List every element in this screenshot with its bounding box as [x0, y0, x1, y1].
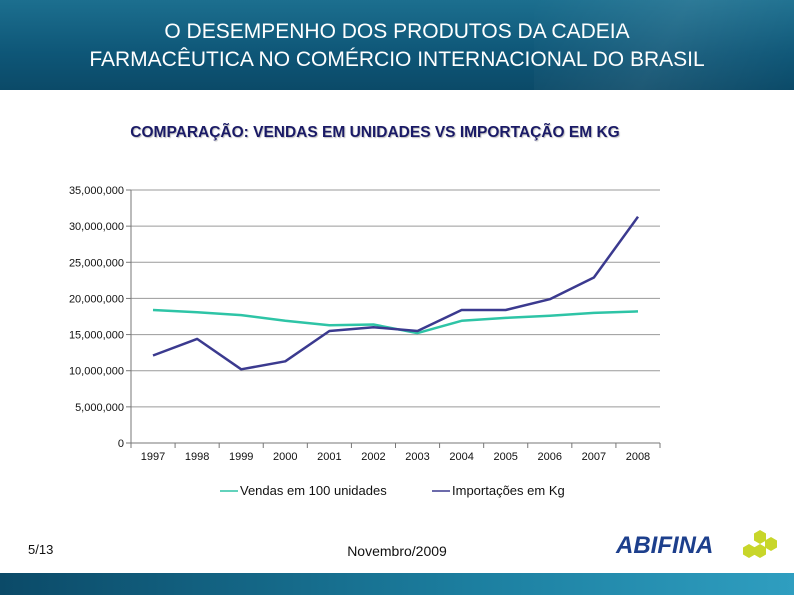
- logo-wordmark: ABIFINA: [616, 532, 714, 559]
- slide-title: O DESEMPENHO DOS PRODUTOS DA CADEIA FARM…: [0, 18, 794, 74]
- x-tick-label: 1998: [185, 451, 209, 463]
- chart-series-lines: [152, 215, 640, 371]
- chart-title: COMPARAÇÃO: VENDAS EM UNIDADES VS IMPORT…: [130, 124, 620, 141]
- x-tick-label: 2001: [317, 451, 341, 463]
- x-tick-label: 1997: [141, 451, 165, 463]
- x-tick-label: 2002: [361, 451, 385, 463]
- y-tick-label: 25,000,000: [69, 257, 124, 269]
- x-tick-label: 2003: [405, 451, 429, 463]
- chart-axes: [126, 189, 661, 448]
- series-line-importacoes: [152, 215, 640, 371]
- slide-title-line-2: FARMACÊUTICA NO COMÉRCIO INTERNACIONAL D…: [89, 48, 705, 71]
- x-tick-label: 2006: [538, 451, 562, 463]
- slide-title-line-1: O DESEMPENHO DOS PRODUTOS DA CADEIA: [164, 20, 630, 43]
- page-number: 5/13: [28, 542, 54, 557]
- y-tick-label: 15,000,000: [69, 330, 124, 342]
- x-axis-tick-labels: 1997 1998 1999 2000 2001 2002 2003 2004 2005 2006…: [141, 451, 650, 463]
- x-tick-label: 2004: [449, 451, 473, 463]
- y-tick-label: 0: [118, 438, 124, 450]
- y-tick-label: 10,000,000: [69, 366, 124, 378]
- x-tick-label: 2008: [626, 451, 650, 463]
- y-tick-label: 20,000,000: [69, 293, 124, 305]
- abifina-logo: ABIFINA: [616, 528, 780, 560]
- legend-label: Vendas em 100 unidades: [240, 483, 387, 498]
- logo-hexagons-icon: [743, 530, 777, 558]
- y-tick-label: 35,000,000: [69, 185, 124, 197]
- presentation-date: Novembro/2009: [347, 543, 447, 559]
- x-tick-label: 2000: [273, 451, 297, 463]
- slide-header: [0, 0, 794, 90]
- x-tick-label: 2007: [582, 451, 606, 463]
- y-axis-tick-labels: 0 5,000,000 10,000,000 15,000,000 20,000,000…: [69, 185, 124, 450]
- footer-band: [0, 573, 794, 595]
- y-tick-label: 5,000,000: [75, 402, 124, 414]
- legend-label: Importações em Kg: [452, 483, 565, 498]
- y-tick-label: 30,000,000: [69, 221, 124, 233]
- chart-gridlines: [131, 189, 660, 408]
- x-tick-label: 1999: [229, 451, 253, 463]
- header-decoration: [534, 0, 794, 90]
- chart-legend: Vendas em 100 unidades Importações em Kg: [220, 483, 565, 498]
- x-tick-label: 2005: [493, 451, 517, 463]
